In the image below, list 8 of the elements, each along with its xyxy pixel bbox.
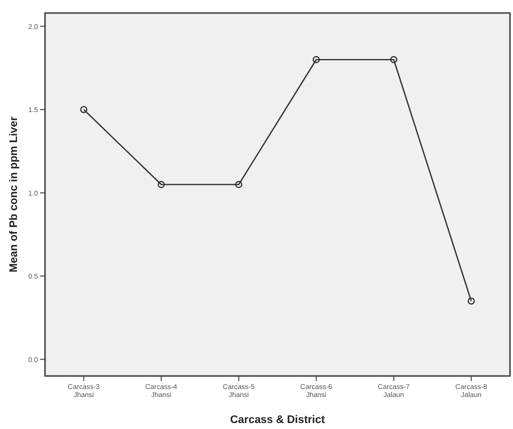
point [158,180,165,188]
point [80,106,88,114]
point [312,56,320,64]
point [235,180,242,188]
y-axis-title: Mean of Pb conc in ppm Liver [8,116,20,272]
x-axis-title: Carcass & District [230,414,326,426]
point [390,56,398,64]
point [468,297,475,305]
